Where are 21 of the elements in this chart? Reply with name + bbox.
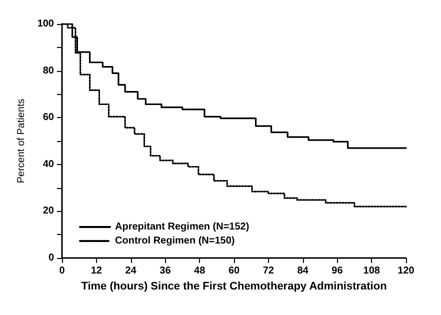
y-tick-label: 100 — [37, 18, 54, 30]
x-tick-label: 12 — [90, 266, 102, 276]
x-axis-title: Time (hours) Since the First Chemotherapy Administration — [81, 280, 388, 292]
y-tick-label: 40 — [42, 158, 54, 170]
y-axis-title: Percent of Patients — [16, 98, 27, 184]
x-tick-label: 96 — [332, 266, 344, 276]
x-tick-label: 24 — [125, 266, 137, 276]
y-tick-label: 20 — [42, 206, 54, 217]
x-tick-label: 36 — [160, 266, 172, 276]
y-tick-label: 60 — [42, 112, 54, 124]
x-tick-label: 84 — [297, 266, 309, 276]
x-tick-label: 108 — [363, 266, 380, 276]
x-tick-label: 72 — [262, 266, 274, 276]
x-tick-label: 120 — [398, 266, 415, 276]
legend-label: Aprepitant Regimen (N=152) — [115, 222, 250, 232]
y-tick-label: 0 — [48, 252, 54, 264]
y-tick-label: 80 — [42, 65, 54, 76]
x-tick-label: 0 — [59, 266, 66, 276]
x-tick-label: 48 — [194, 266, 206, 276]
x-tick-label: 60 — [228, 266, 240, 276]
legend-label: Control Regimen (N=150) — [115, 236, 235, 246]
